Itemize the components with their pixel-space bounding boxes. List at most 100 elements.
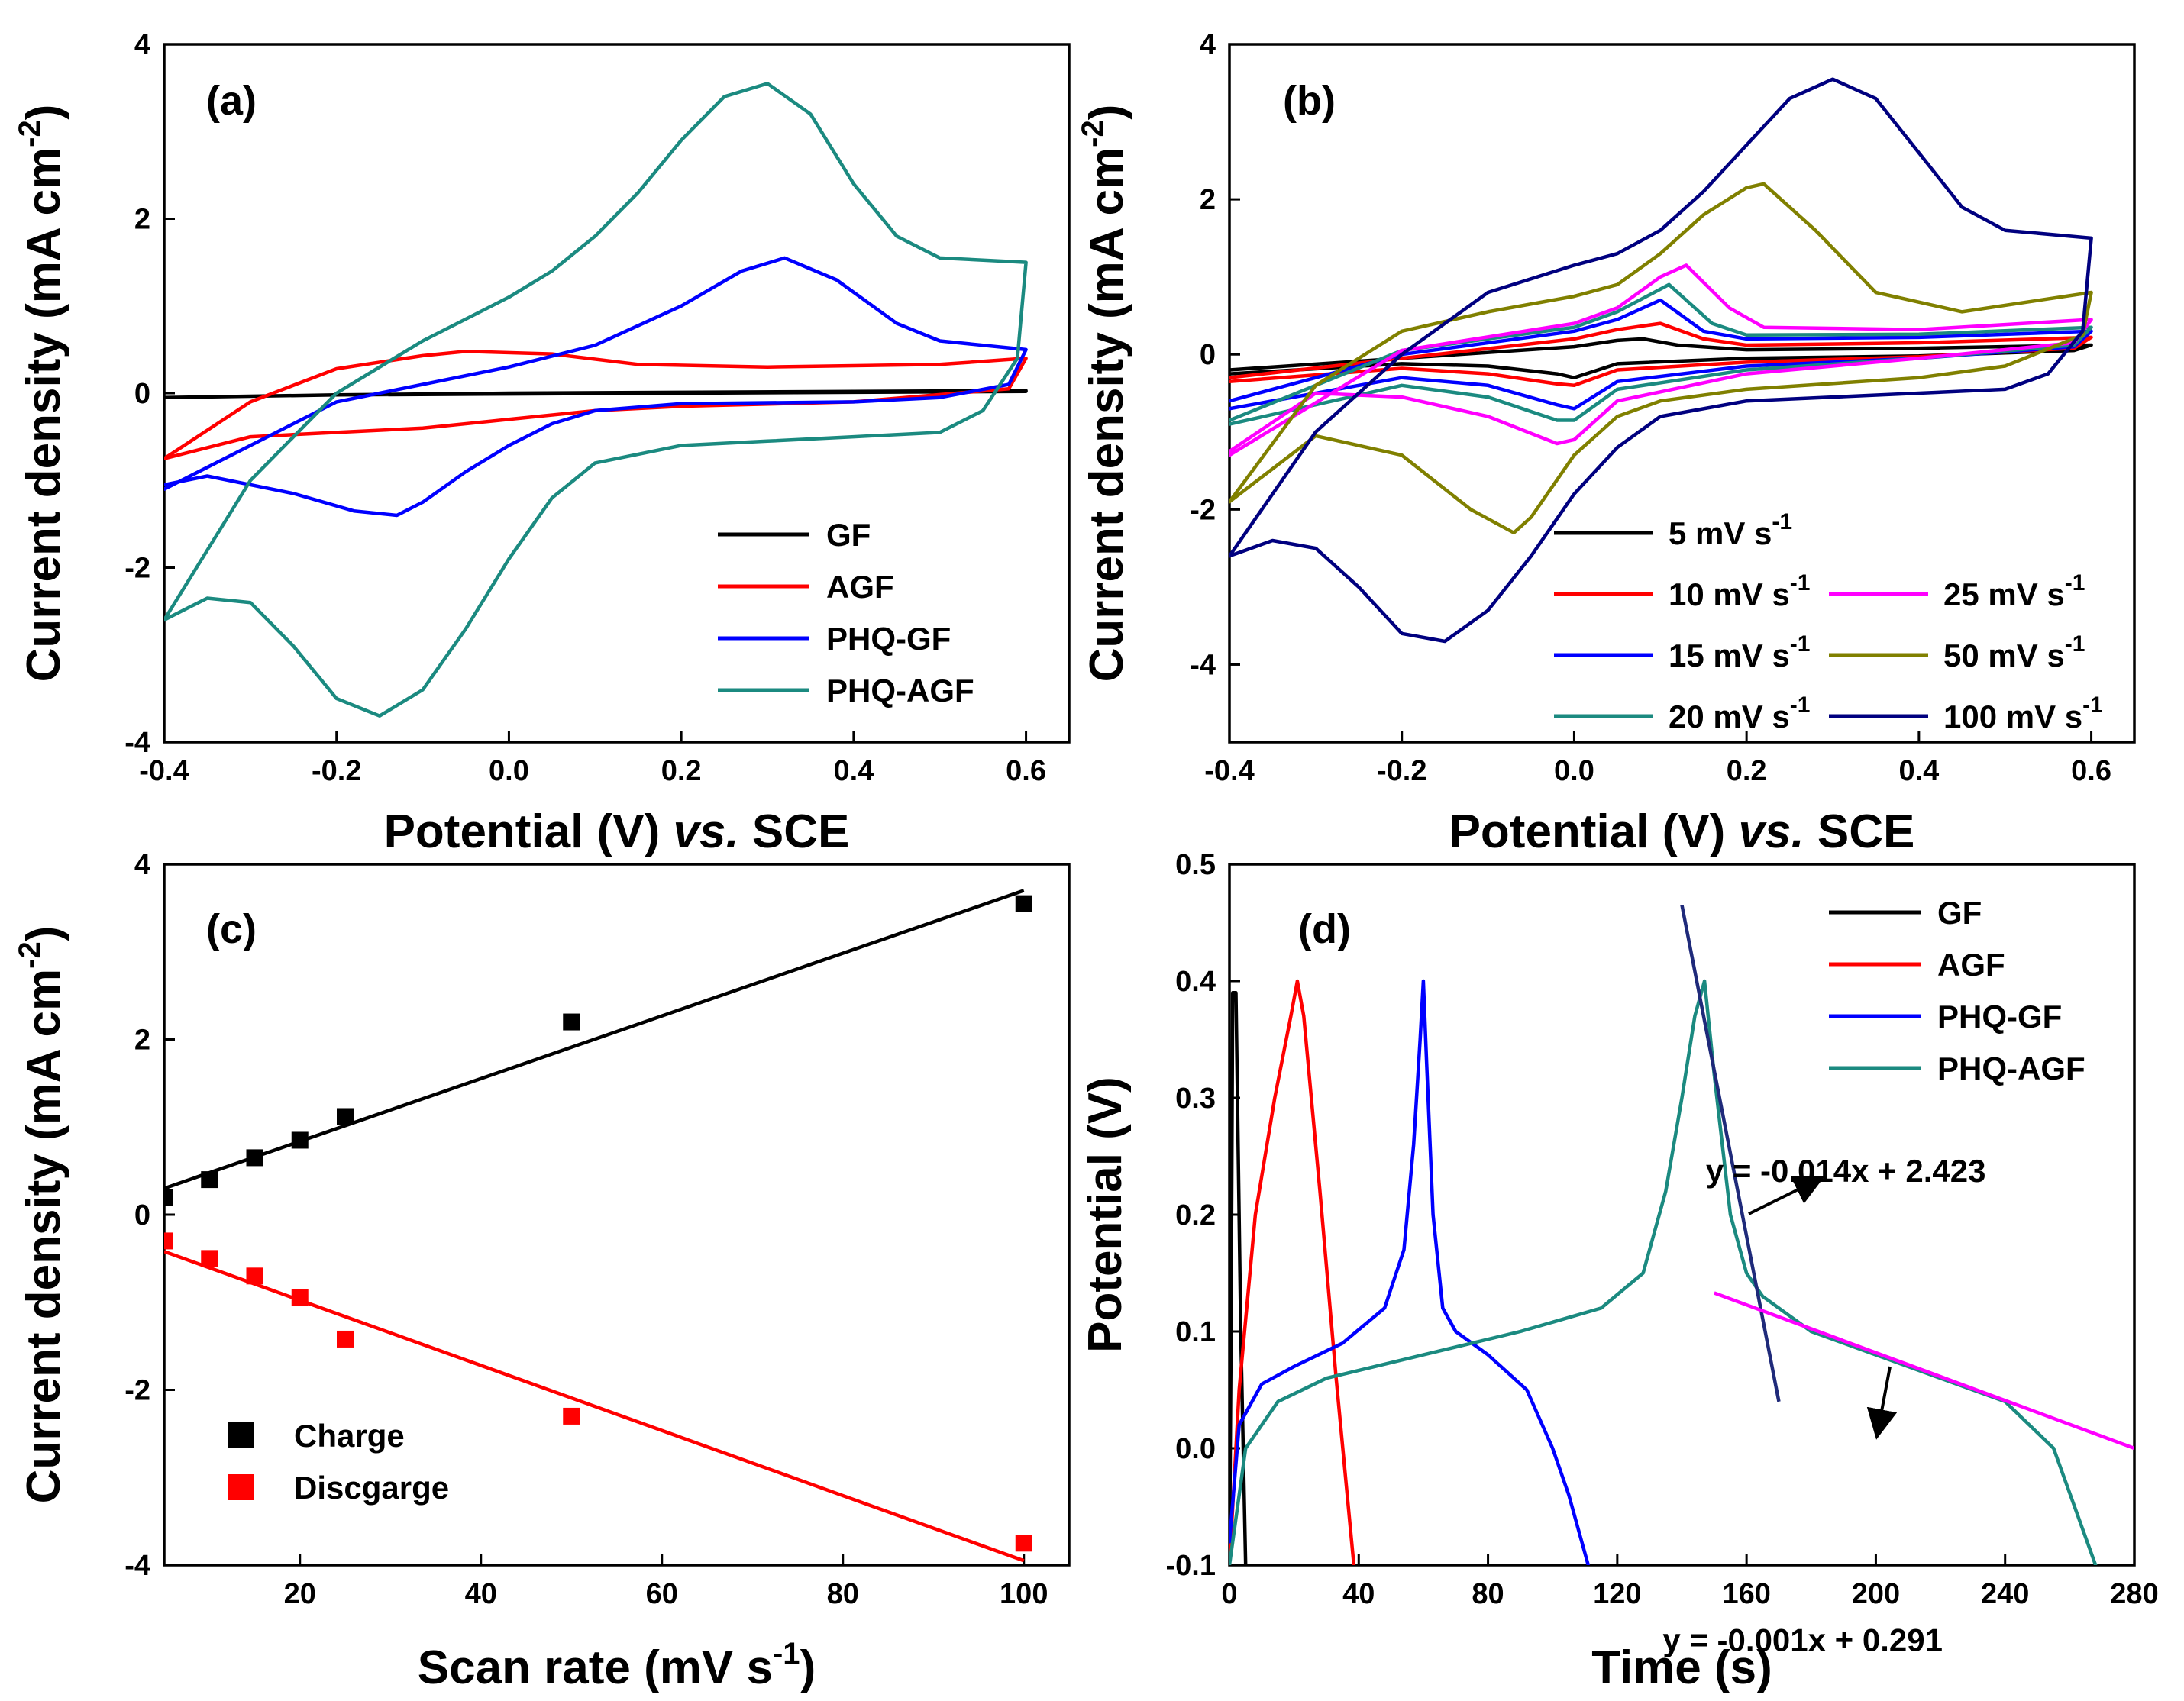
y-axis: -4 -2 0 2 4	[124, 29, 175, 759]
y-tick-label: -4	[124, 1550, 150, 1582]
y-axis: -0.1 0.0 0.1 0.2 0.3 0.4 0.5	[1166, 849, 1240, 1582]
y-axis-label: Potential (V)	[1079, 1076, 1132, 1353]
y-axis-label: Current density (mA cm-2)	[1076, 105, 1133, 683]
legend-label: PHQ-GF	[1937, 999, 2062, 1034]
series-line-15-mv-s-1	[1229, 298, 2093, 411]
x-tick-label: 80	[1472, 1578, 1504, 1610]
point-discgarge	[337, 1330, 354, 1348]
x-axis: -0.4 -0.2 0.0 0.2 0.4 0.6	[1204, 731, 2111, 787]
series-line-agf	[164, 349, 1028, 460]
point-charge	[164, 1189, 173, 1206]
x-axis-label: Potential (V) vs. SCE	[384, 805, 850, 858]
legend-label: 50 mV s-1	[1943, 631, 2085, 673]
x-tick-label: 160	[1722, 1578, 1770, 1610]
point-discgarge	[246, 1267, 263, 1285]
annotation-arrow	[1748, 1176, 1825, 1215]
plot-frame	[163, 863, 1071, 1567]
x-tick-label: 0.6	[1006, 755, 1046, 787]
point-charge	[1015, 895, 1032, 912]
panel-c: 20 40 60 80 100 -4 -2 0 2 4 Scan rate (mV s-1) Curr…	[13, 849, 1071, 1694]
series-line-10-mv-s-1	[1229, 321, 2093, 388]
point-discgarge	[291, 1289, 309, 1307]
series-line-phq-gf	[1229, 979, 1591, 1565]
x-tick-label: 200	[1852, 1578, 1900, 1610]
y-tick-label: 0.1	[1175, 1316, 1216, 1348]
y-tick-label: 0.4	[1175, 966, 1216, 998]
x-axis-label: Scan rate (mV s-1)	[418, 1637, 816, 1694]
x-tick-label: 120	[1593, 1578, 1641, 1610]
y-axis-label: Current density (mA cm-2)	[13, 926, 70, 1504]
legend-label: 100 mV s-1	[1943, 692, 2103, 734]
y-tick-label: -2	[124, 553, 150, 585]
point-charge	[563, 1013, 580, 1031]
panel-label: (a)	[206, 78, 257, 124]
panel-label: (c)	[206, 906, 257, 952]
y-tick-label: 0.3	[1175, 1083, 1216, 1115]
legend-label: AGF	[826, 569, 894, 605]
point-discgarge	[563, 1407, 580, 1425]
y-tick-label: -2	[124, 1375, 150, 1407]
series-line-gf	[164, 389, 1028, 399]
fit-line-2	[1714, 1291, 2134, 1451]
panel-label: (b)	[1283, 78, 1336, 124]
panel-b: -0.4 -0.2 0.0 0.2 0.4 0.6 -4 -2 0 2 4 Potential (V)…	[1076, 29, 2136, 858]
series-line-phq-agf	[164, 82, 1028, 718]
legend-label: 10 mV s-1	[1669, 570, 1810, 612]
y-tick-label: 0.5	[1175, 849, 1216, 881]
y-tick-label: -4	[124, 727, 150, 759]
x-tick-label: 0.2	[661, 755, 702, 787]
y-tick-label: 2	[1200, 184, 1216, 216]
annotation-arrow	[1866, 1366, 1898, 1440]
x-axis: 0 40 80 120 160 200 240 280	[1221, 1554, 2159, 1610]
legend-label: GF	[826, 517, 871, 553]
y-tick-label: 0	[1200, 339, 1216, 371]
plot-area	[164, 889, 1032, 1563]
point-charge	[246, 1149, 263, 1167]
y-tick-label: 0.2	[1175, 1199, 1216, 1231]
series-line-50-mv-s-1	[1229, 182, 2093, 535]
plot-area	[1229, 905, 2134, 1565]
y-tick-label: 2	[134, 1025, 150, 1057]
y-tick-label: 4	[1200, 29, 1216, 61]
x-tick-label: 0	[1221, 1578, 1237, 1610]
x-tick-label: 0.6	[2071, 755, 2111, 787]
point-charge	[291, 1131, 309, 1149]
x-tick-label: -0.4	[139, 755, 189, 787]
x-tick-label: -0.2	[1377, 755, 1426, 787]
x-tick-label: 80	[827, 1578, 859, 1610]
x-axis: -0.4 -0.2 0.0 0.2 0.4 0.6	[139, 731, 1046, 787]
legend-label: GF	[1937, 895, 1982, 931]
legend-swatch	[228, 1422, 254, 1448]
y-axis: -4 -2 0 2 4	[124, 849, 175, 1582]
y-tick-label: -2	[1190, 494, 1216, 526]
annotations: y = -0.014x + 2.423 y = -0.001x + 0.291	[1662, 1153, 1985, 1657]
series-line-100-mv-s-1	[1229, 77, 2093, 644]
x-tick-label: 100	[1000, 1578, 1048, 1610]
x-tick-label: 0.2	[1727, 755, 1767, 787]
legend-label: PHQ-AGF	[826, 673, 974, 708]
x-tick-label: -0.2	[312, 755, 361, 787]
plot-area	[164, 82, 1028, 718]
x-tick-label: 20	[284, 1578, 316, 1610]
fit-line-1	[1680, 905, 1781, 1402]
legend-label: Charge	[294, 1418, 405, 1454]
y-tick-label: 0	[134, 1199, 150, 1231]
legend-label: PHQ-AGF	[1937, 1051, 2085, 1086]
legend-label: PHQ-GF	[826, 621, 951, 657]
x-tick-label: 0.0	[489, 755, 529, 787]
x-tick-label: 40	[1342, 1578, 1375, 1610]
legend: Charge Discgarge	[228, 1418, 449, 1506]
legend-label: 5 mV s-1	[1669, 509, 1792, 551]
x-tick-label: 240	[1981, 1578, 2029, 1610]
plot-frame	[1228, 43, 2136, 744]
y-tick-label: 0.0	[1175, 1433, 1216, 1465]
x-tick-label: 0.4	[833, 755, 874, 787]
legend-swatch	[228, 1474, 254, 1500]
series-line-5-mv-s-1	[1229, 337, 2093, 379]
legend-label: 25 mV s-1	[1943, 570, 2085, 612]
series-line-gf	[1229, 991, 1248, 1565]
y-tick-label: 2	[134, 204, 150, 236]
fit-equation: y = -0.014x + 2.423	[1706, 1153, 1986, 1189]
y-tick-label: 0	[134, 378, 150, 410]
